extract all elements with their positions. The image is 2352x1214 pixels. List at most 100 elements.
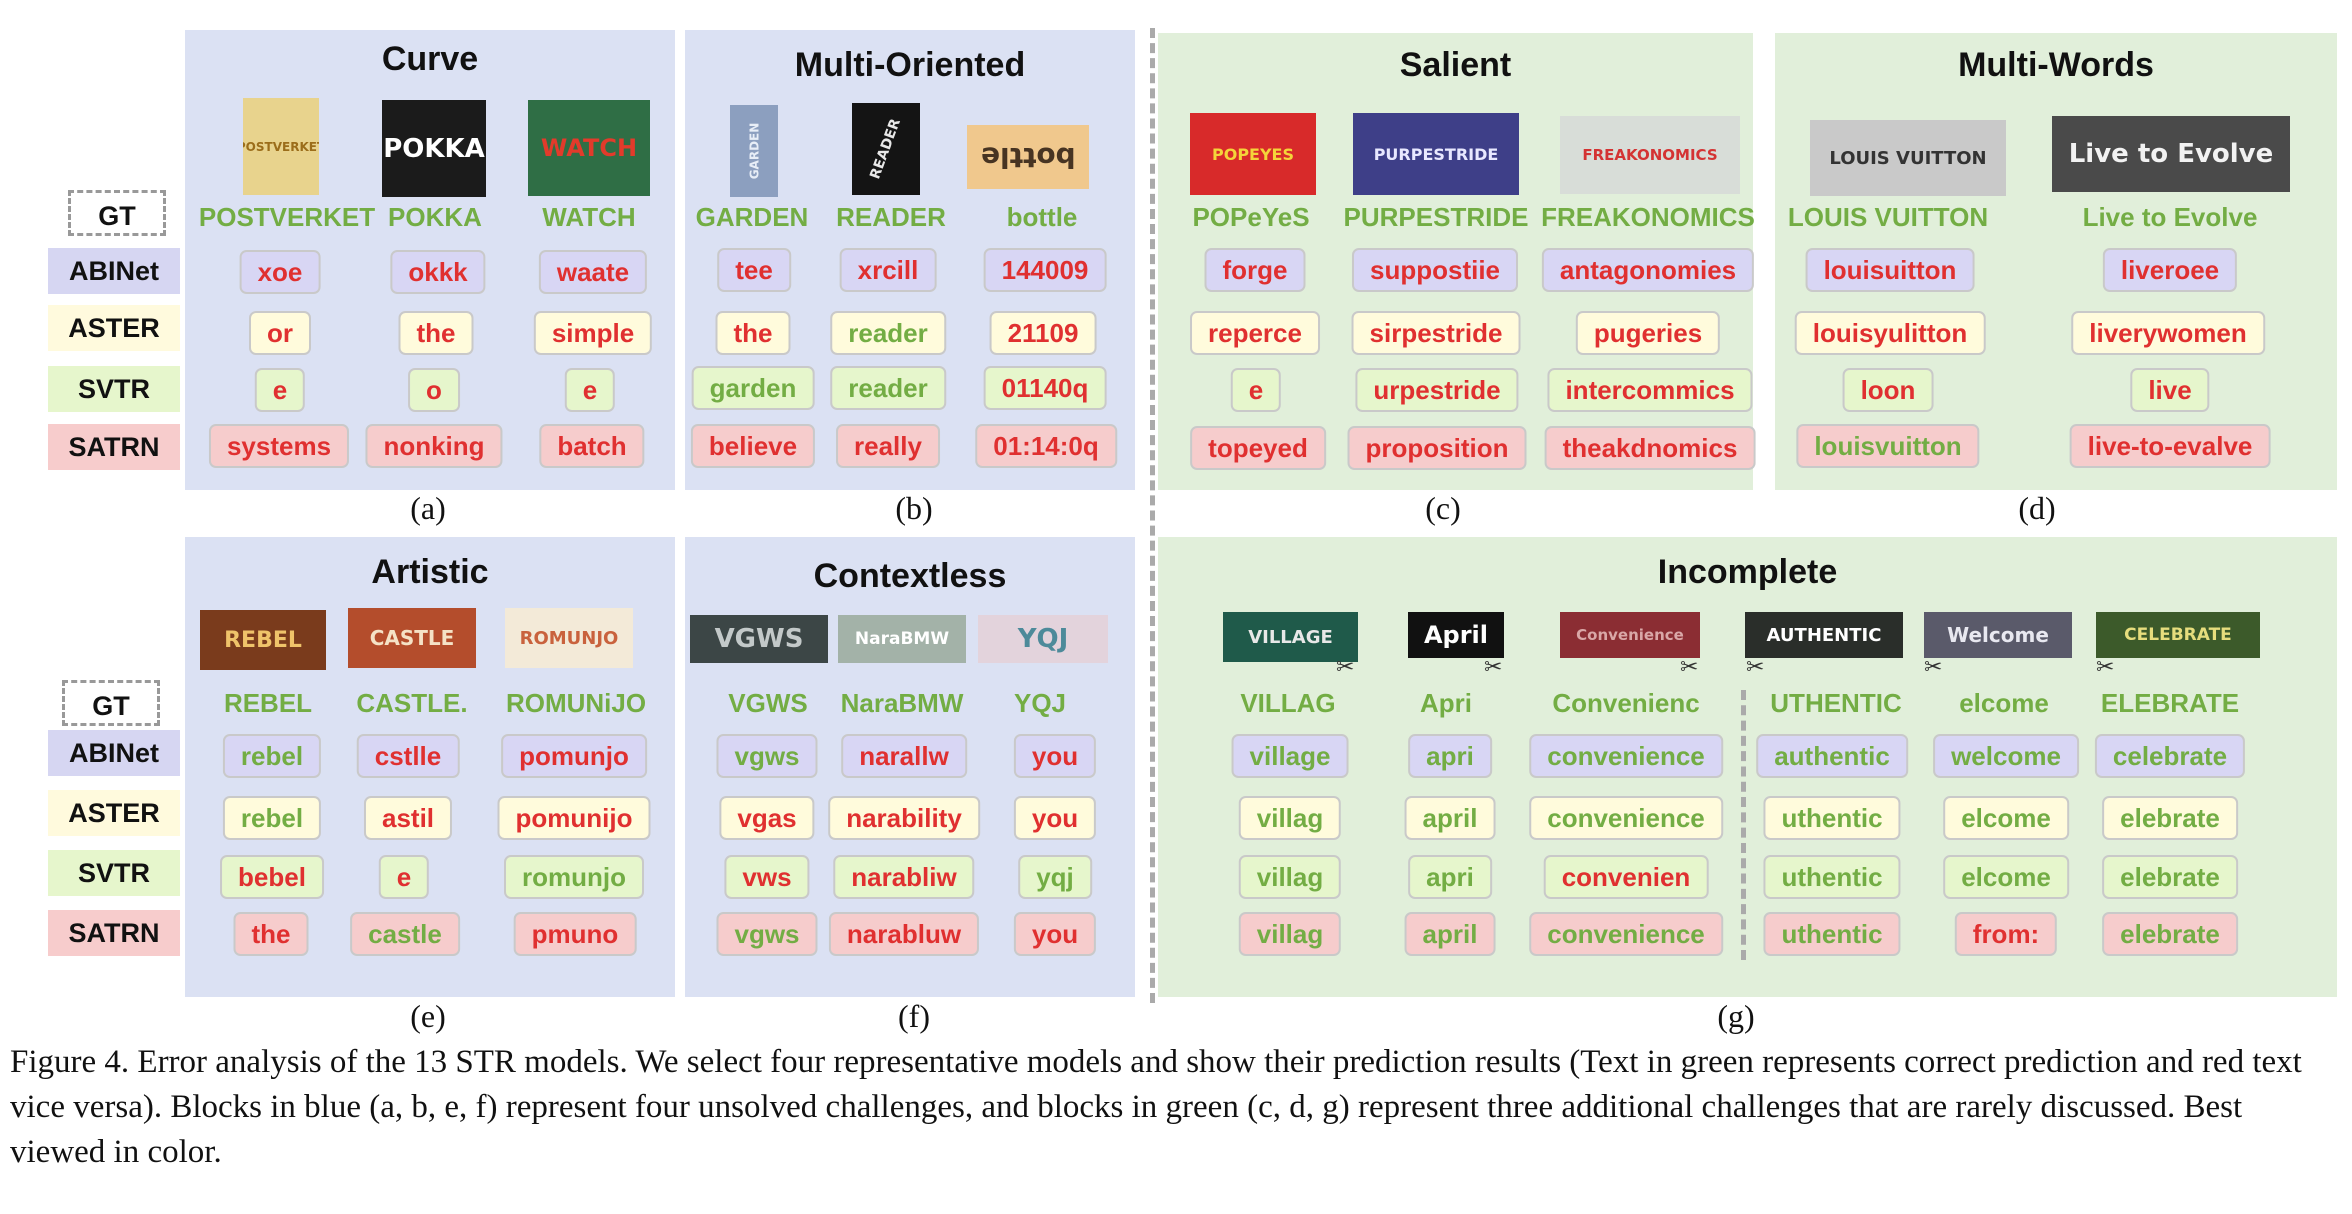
sample-image-text: YQJ bbox=[1017, 624, 1069, 654]
prediction-svtr: 01140q bbox=[983, 366, 1107, 410]
sample-image: LOUIS VUITTON bbox=[1810, 120, 2006, 196]
sample-image-text: POPEYES bbox=[1211, 144, 1295, 164]
prediction-satrn: uthentic bbox=[1763, 912, 1901, 956]
prediction-abinet: liveroee bbox=[2102, 248, 2238, 292]
prediction-abinet: narallw bbox=[841, 734, 967, 778]
prediction-svtr: bebel bbox=[220, 855, 324, 899]
prediction-abinet: okkk bbox=[390, 250, 486, 294]
scissors-icon: ✂ bbox=[1924, 654, 1943, 679]
sample-image: READER bbox=[852, 103, 920, 195]
gt-text: LOUIS VUITTON bbox=[1787, 202, 1989, 232]
row-label-aster: ASTER bbox=[48, 790, 180, 836]
gt-text: Apri bbox=[1420, 688, 1472, 718]
prediction-aster: the bbox=[715, 311, 791, 355]
panel-title: Artistic bbox=[371, 553, 489, 591]
prediction-abinet: authentic bbox=[1756, 734, 1908, 778]
prediction-satrn: batch bbox=[539, 424, 645, 468]
prediction-satrn: vgws bbox=[716, 912, 818, 956]
sample-image-text: VGWS bbox=[714, 624, 804, 654]
prediction-svtr: intercommics bbox=[1547, 368, 1753, 412]
prediction-satrn: topeyed bbox=[1190, 426, 1326, 470]
prediction-aster: pomunijo bbox=[497, 796, 651, 840]
panel-title: Multi-Words bbox=[1958, 46, 2154, 84]
divider-dashed bbox=[1150, 28, 1155, 1003]
sample-image: REBEL bbox=[200, 610, 326, 670]
prediction-svtr: e bbox=[378, 855, 430, 899]
prediction-svtr: uthentic bbox=[1763, 855, 1901, 899]
sample-image-text: Live to Evolve bbox=[2068, 139, 2274, 169]
prediction-svtr: elebrate bbox=[2102, 855, 2238, 899]
sample-image: April bbox=[1408, 612, 1504, 658]
gt-text: VGWS bbox=[728, 688, 808, 718]
prediction-svtr: e bbox=[1230, 368, 1282, 412]
prediction-aster: reperce bbox=[1190, 311, 1320, 355]
row-label-aster: ASTER bbox=[48, 305, 180, 351]
sample-image-text: ROMUNJO bbox=[519, 627, 619, 649]
prediction-aster: simple bbox=[533, 311, 653, 355]
sample-image: Convenience bbox=[1560, 612, 1700, 658]
prediction-svtr: romunjo bbox=[504, 855, 644, 899]
gt-text: Convenienc bbox=[1552, 688, 1700, 718]
prediction-satrn: april bbox=[1404, 912, 1496, 956]
prediction-aster: 21109 bbox=[989, 311, 1097, 355]
prediction-abinet: louisuitton bbox=[1805, 248, 1975, 292]
prediction-aster: or bbox=[249, 311, 311, 355]
prediction-aster: you bbox=[1013, 796, 1097, 840]
prediction-aster: vgas bbox=[719, 796, 815, 840]
prediction-abinet: pomunjo bbox=[501, 734, 647, 778]
sample-image-text: April bbox=[1423, 621, 1489, 649]
sample-image-text: LOUIS VUITTON bbox=[1829, 147, 1987, 169]
prediction-svtr: convenien bbox=[1543, 855, 1709, 899]
panel-multi-words: Multi-Words bbox=[1775, 33, 2337, 490]
sample-image-text: POSTVERKET bbox=[243, 139, 319, 154]
sample-image-text: Convenience bbox=[1576, 626, 1684, 644]
prediction-abinet: tee bbox=[717, 248, 791, 292]
gt-text: PURPESTRIDE bbox=[1343, 202, 1529, 232]
sample-image: POKKA bbox=[382, 100, 486, 197]
sample-image: bottle bbox=[967, 125, 1089, 189]
figure-caption: Figure 4. Error analysis of the 13 STR m… bbox=[10, 1044, 2302, 1170]
sample-image-text: bottle bbox=[980, 140, 1076, 174]
sample-image: GARDEN bbox=[730, 105, 778, 197]
prediction-aster: april bbox=[1404, 796, 1496, 840]
sample-image: Welcome bbox=[1924, 612, 2072, 658]
gt-text: REBEL bbox=[223, 688, 313, 718]
prediction-satrn: systems bbox=[208, 424, 350, 468]
prediction-satrn: louisvuitton bbox=[1796, 424, 1980, 468]
sample-image: AUTHENTIC bbox=[1745, 612, 1903, 658]
prediction-abinet: waate bbox=[538, 250, 648, 294]
prediction-satrn: narabluw bbox=[828, 912, 980, 956]
prediction-svtr: urpestride bbox=[1355, 368, 1519, 412]
prediction-aster: reader bbox=[830, 311, 946, 355]
sample-image: PURPESTRIDE bbox=[1353, 113, 1519, 195]
scissors-icon: ✂ bbox=[2096, 654, 2115, 679]
prediction-aster: pugeries bbox=[1575, 311, 1721, 355]
panel-label: (a) bbox=[410, 490, 446, 526]
prediction-aster: the bbox=[398, 311, 474, 355]
prediction-aster: astil bbox=[363, 796, 453, 840]
prediction-aster: elcome bbox=[1943, 796, 2069, 840]
sample-image-text: CELEBRATE bbox=[2124, 625, 2232, 645]
sample-image: NaraBMW bbox=[838, 615, 966, 663]
prediction-aster: rebel bbox=[222, 796, 322, 840]
prediction-aster: narability bbox=[828, 796, 980, 840]
prediction-aster: liverywomen bbox=[2071, 311, 2265, 355]
prediction-svtr: elcome bbox=[1943, 855, 2069, 899]
prediction-satrn: really bbox=[836, 424, 940, 468]
sample-image-text: READER bbox=[867, 116, 905, 182]
gt-text: YQJ bbox=[1013, 688, 1067, 718]
row-label-abinet: ABINet bbox=[48, 248, 180, 294]
row-label-svtr: SVTR bbox=[48, 850, 180, 896]
sample-image-text: PURPESTRIDE bbox=[1373, 144, 1499, 164]
scissors-icon: ✂ bbox=[1336, 654, 1355, 679]
prediction-abinet: rebel bbox=[222, 734, 322, 778]
sample-image-text: VILLAGE bbox=[1248, 626, 1333, 648]
row-label-svtr: SVTR bbox=[48, 366, 180, 412]
sample-image: Live to Evolve bbox=[2052, 116, 2290, 192]
gt-text: WATCH bbox=[542, 202, 636, 232]
prediction-svtr: e bbox=[254, 368, 306, 412]
sample-image: YQJ bbox=[978, 615, 1108, 663]
scissors-icon: ✂ bbox=[1746, 654, 1765, 679]
gt-text: VILLAG bbox=[1240, 688, 1336, 718]
gt-text: POPeYeS bbox=[1192, 202, 1310, 232]
